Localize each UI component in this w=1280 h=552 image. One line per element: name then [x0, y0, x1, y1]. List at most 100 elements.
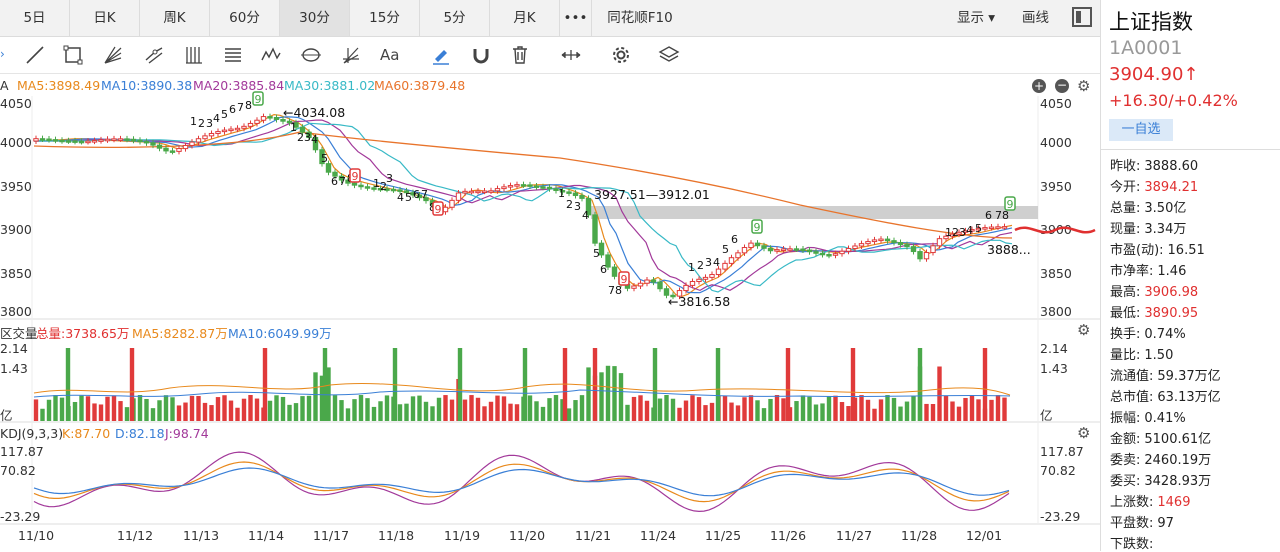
candle-body [312, 137, 319, 151]
candle-body [631, 285, 637, 289]
candle-body [917, 251, 923, 260]
volume-bar [183, 402, 188, 421]
volume-bar [345, 408, 351, 421]
trash-icon[interactable] [509, 44, 531, 66]
volume-bar [196, 396, 201, 421]
tab-15min[interactable]: 15分 [350, 0, 420, 36]
candle-body [910, 246, 917, 253]
candle-body [273, 116, 280, 120]
text-tool-icon[interactable]: Aa [380, 46, 400, 64]
kdj-prefix: KDJ(9,3,3) [0, 426, 64, 441]
volume-bar [813, 404, 819, 421]
stat-label: 今开: [1110, 180, 1141, 195]
tab-60min[interactable]: 60分 [210, 0, 280, 36]
draw-line-button[interactable]: 画线 [1022, 10, 1049, 26]
candle-body [267, 116, 273, 119]
stat-row: 上涨数: 1469 [1110, 491, 1190, 510]
vertical-lines-icon[interactable] [183, 44, 205, 66]
ruler-icon[interactable] [560, 44, 582, 66]
stat-label: 总市值: [1110, 390, 1154, 405]
candle-body [767, 247, 774, 252]
fan-tool-icon[interactable] [102, 44, 124, 66]
stat-row: 总市值: 63.13万亿 [1110, 386, 1221, 405]
tab-monthly-k[interactable]: 月K [490, 0, 560, 36]
display-dropdown[interactable]: 显示 ▾ [957, 10, 996, 26]
kdj-settings-gear-icon[interactable]: ⚙ [1077, 424, 1091, 442]
candle-body [845, 248, 852, 252]
tab-30min[interactable]: 30分 [280, 0, 350, 36]
tab-5min[interactable]: 5分 [420, 0, 490, 36]
volume-bar [631, 396, 637, 421]
volume-bar [339, 400, 344, 421]
volume-bar [885, 395, 890, 421]
fib-levels-icon[interactable] [222, 44, 244, 66]
volume-bar [579, 395, 585, 421]
volume-bar [859, 395, 864, 421]
volume-bar [508, 403, 513, 421]
wave-tool-icon[interactable] [260, 44, 282, 66]
tab-more[interactable]: ••• [560, 0, 592, 36]
candle-body [754, 242, 761, 247]
layers-icon[interactable] [658, 44, 680, 66]
line-tool-icon[interactable] [24, 44, 46, 66]
ma20-readout: MA20:3885.84 [193, 78, 285, 93]
tab-daily-k[interactable]: 日K [70, 0, 140, 36]
magnet-icon[interactable] [470, 44, 492, 66]
vol-y-right-max: 2.14 [1040, 341, 1068, 356]
add-watchlist-button[interactable]: 一自选 [1109, 119, 1173, 141]
candle-body [644, 279, 650, 284]
candle-body [813, 251, 819, 254]
candle-body [72, 140, 78, 143]
candle-body [384, 188, 390, 191]
sequence-nine-mark: 9 [352, 170, 359, 183]
sequence-count-mark: 6 [985, 209, 992, 222]
candle-body [722, 262, 728, 270]
candle-body [195, 138, 202, 143]
kline-chart[interactable]: 1234567812345678123456781234567812345612… [0, 0, 1100, 551]
candle-body [995, 226, 1001, 229]
stat-value: 5100.61亿 [1144, 432, 1212, 447]
volume-settings-gear-icon[interactable]: ⚙ [1077, 321, 1091, 339]
rect-tool-icon[interactable] [62, 44, 84, 66]
tab-f10[interactable]: 同花顺F10 [607, 10, 673, 26]
volume-bar [924, 403, 929, 421]
volume-bar [677, 407, 682, 421]
pen-tool-icon[interactable] [430, 44, 452, 66]
volume-bar [313, 372, 318, 421]
sequence-count-mark: 5 [975, 222, 982, 235]
sequence-count-mark: 3 [206, 117, 213, 130]
channel-tool-icon[interactable] [143, 44, 165, 66]
volume-bar [735, 405, 741, 421]
stat-label: 委卖: [1110, 453, 1141, 468]
gann-tool-icon[interactable] [340, 44, 362, 66]
volume-bar [911, 395, 916, 421]
main-settings-gear-icon[interactable]: ⚙ [1077, 77, 1091, 95]
arrow-left-icon[interactable]: › [0, 47, 5, 61]
volume-bar [59, 397, 65, 421]
stat-row: 委买: 3428.93万 [1110, 470, 1211, 489]
candle-body [891, 240, 897, 244]
low-price-label: ←3816.58 [668, 294, 731, 309]
stat-row: 委卖: 2460.19万 [1110, 449, 1211, 468]
volume-spike-bar [129, 348, 135, 421]
cycle-tool-icon[interactable] [300, 44, 322, 66]
volume-bar [215, 397, 221, 421]
candle-body [455, 192, 462, 201]
candle-body [33, 138, 39, 142]
stat-label: 量比: [1110, 348, 1141, 363]
volume-bar [488, 401, 494, 421]
sequence-count-mark: 4 [966, 224, 973, 237]
x-label: 11/13 [183, 528, 220, 543]
main-y-right-3950: 3950 [1040, 179, 1072, 194]
tab-weekly-k[interactable]: 周K [140, 0, 210, 36]
ma30-readout: MA30:3881.02 [284, 78, 376, 93]
stat-value: 16.51 [1167, 243, 1205, 258]
tab-5day[interactable]: 5日 [0, 0, 70, 36]
zoom-out-icon[interactable]: − [1055, 78, 1069, 93]
sequence-count-mark: 7 [608, 284, 615, 297]
candle-body [189, 141, 195, 146]
sequence-count-mark: 7 [995, 209, 1002, 222]
panel-toggle-icon[interactable] [1072, 7, 1092, 27]
zoom-in-icon[interactable]: + [1032, 79, 1046, 93]
gear-icon[interactable] [610, 44, 632, 66]
